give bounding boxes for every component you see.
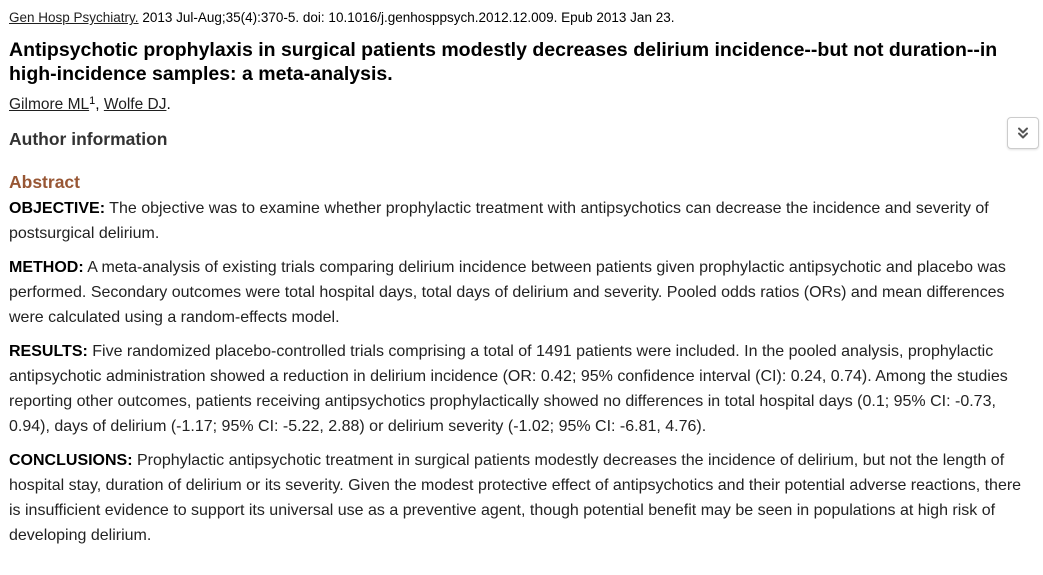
abstract-section-objective: OBJECTIVE: The objective was to examine … xyxy=(9,196,1035,246)
author-separator: , xyxy=(95,96,104,113)
abstract-section-results: RESULTS: Five randomized placebo-control… xyxy=(9,339,1035,439)
section-text: Five randomized placebo-controlled trial… xyxy=(9,343,1008,435)
section-label: CONCLUSIONS: xyxy=(9,452,133,469)
author-list: Gilmore ML1, Wolfe DJ. xyxy=(9,95,171,115)
double-chevron-down-icon xyxy=(1018,127,1028,139)
section-text: The objective was to examine whether pro… xyxy=(9,200,989,242)
citation-line: Gen Hosp Psychiatry. 2013 Jul-Aug;35(4):… xyxy=(9,9,674,27)
article-title: Antipsychotic prophylaxis in surgical pa… xyxy=(9,39,998,85)
abstract-body: OBJECTIVE: The objective was to examine … xyxy=(9,196,1035,557)
section-label: OBJECTIVE: xyxy=(9,200,106,217)
section-text: Prophylactic antipsychotic treatment in … xyxy=(9,452,1022,544)
author-information-toggle[interactable]: Author information xyxy=(9,129,168,149)
author-link-gilmore[interactable]: Gilmore ML xyxy=(9,96,90,113)
expand-author-info-button[interactable] xyxy=(1007,117,1039,149)
author-list-end: . xyxy=(166,96,171,113)
section-label: METHOD: xyxy=(9,259,84,276)
abstract-heading: Abstract xyxy=(9,172,80,192)
section-text: A meta-analysis of existing trials compa… xyxy=(9,259,1006,326)
section-label: RESULTS: xyxy=(9,343,88,360)
author-link-wolfe[interactable]: Wolfe DJ xyxy=(103,96,167,113)
abstract-section-conclusions: CONCLUSIONS: Prophylactic antipsychotic … xyxy=(9,448,1035,548)
author-affiliation-sup: 1 xyxy=(89,95,96,107)
journal-link[interactable]: Gen Hosp Psychiatry. xyxy=(9,10,139,25)
abstract-section-method: METHOD: A meta-analysis of existing tria… xyxy=(9,255,1035,330)
citation-details: 2013 Jul-Aug;35(4):370-5. doi: 10.1016/j… xyxy=(138,10,675,25)
